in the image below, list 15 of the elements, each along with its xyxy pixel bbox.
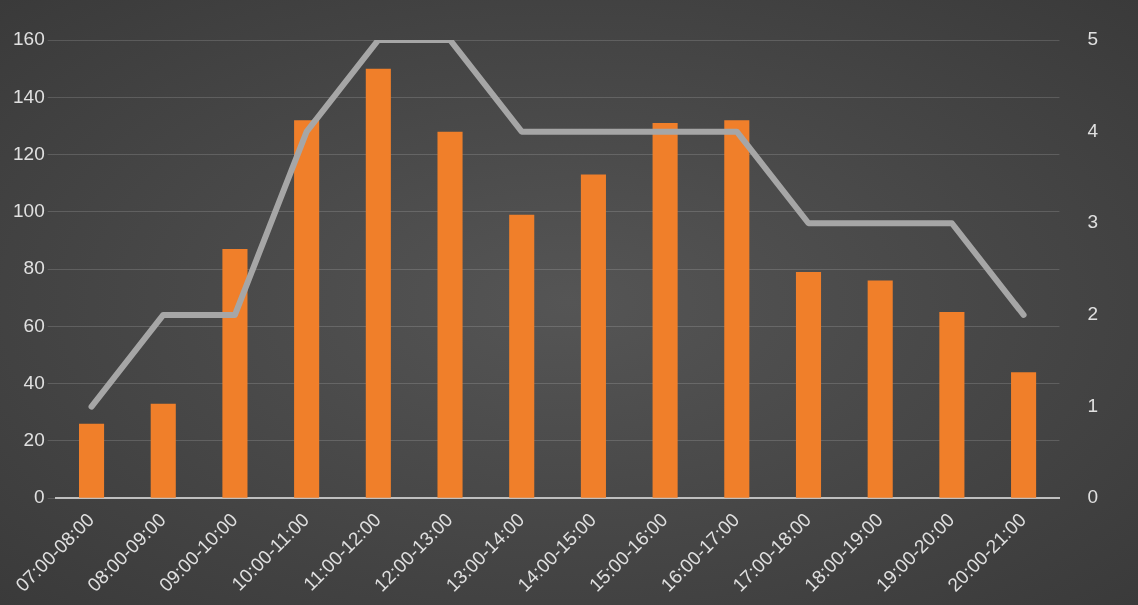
y2-tick-label: 5 — [1087, 28, 1099, 50]
y2-tick-label: 2 — [1087, 303, 1099, 325]
y-tick-label: 40 — [23, 371, 45, 393]
y-tick-label: 160 — [13, 28, 45, 50]
y2-tick-label: 0 — [1087, 486, 1099, 508]
y2-tick-label: 1 — [1087, 394, 1099, 416]
y-tick-label: 120 — [13, 142, 45, 164]
y-tick-label: 140 — [13, 85, 45, 107]
y2-tick-label: 3 — [1087, 211, 1099, 233]
y-tick-label: 80 — [23, 257, 45, 279]
y-tick-label: 100 — [13, 200, 45, 222]
y-tick-label: 0 — [34, 486, 45, 508]
y2-tick-label: 4 — [1087, 119, 1099, 141]
y-tick-label: 60 — [23, 314, 45, 336]
y-tick-label: 20 — [23, 429, 45, 451]
